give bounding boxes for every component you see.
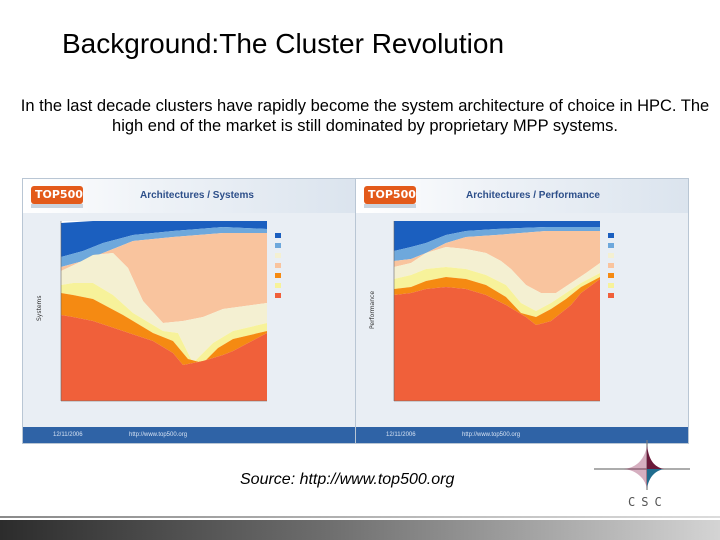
chart-legend xyxy=(275,233,281,298)
chart-header: TOP500 Architectures / Systems xyxy=(23,179,355,213)
stacked-area-plot: Systems xyxy=(36,221,281,402)
area-mpp xyxy=(394,279,600,401)
footer-divider xyxy=(0,516,720,518)
chart-legend xyxy=(608,233,614,298)
slide-subtitle: In the last decade clusters have rapidly… xyxy=(20,97,710,135)
y-axis-label: Systems xyxy=(36,296,43,322)
area-single-processor xyxy=(61,253,267,363)
area-constellations xyxy=(394,231,600,293)
area-constellations xyxy=(61,233,267,323)
area-smp xyxy=(394,267,600,317)
chart-header: TOP500 Architectures / Performance xyxy=(356,179,688,213)
area-other xyxy=(61,221,267,257)
top500-logo-tagline xyxy=(364,204,416,208)
area-simd xyxy=(394,227,600,261)
y-axis-label: Performance xyxy=(369,291,376,329)
footer-url: http://www.top500.org xyxy=(129,432,188,438)
footer-date: 12/11/2006 xyxy=(53,432,83,438)
csc-logo xyxy=(594,440,690,490)
footer-bar xyxy=(0,520,720,540)
csc-logo-text: CSC xyxy=(628,495,668,509)
chart-title: Architectures / Systems xyxy=(140,190,254,201)
area-single-processor xyxy=(394,247,600,311)
architectures-performance-chart: TOP500 Architectures / Performance Perfo… xyxy=(355,178,689,444)
footer-url: http://www.top500.org xyxy=(462,432,521,438)
top500-logo: TOP500 xyxy=(364,186,416,204)
source-citation: Source: http://www.top500.org xyxy=(240,471,455,488)
area-cluster xyxy=(394,277,600,325)
area-simd xyxy=(61,227,267,267)
top500-logo: TOP500 xyxy=(31,186,83,204)
area-smp xyxy=(61,283,267,363)
chart-footer: 12/11/2006 http://www.top500.org xyxy=(23,427,355,443)
area-other xyxy=(394,221,600,251)
area-mpp xyxy=(61,315,267,401)
slide-title: Background:The Cluster Revolution xyxy=(62,28,505,59)
area-cluster xyxy=(61,293,267,365)
footer-date: 12/11/2006 xyxy=(386,432,416,438)
stacked-area-plot: Performance xyxy=(369,221,614,402)
architectures-systems-chart: TOP500 Architectures / Systems Systems xyxy=(22,178,356,444)
chart-title: Architectures / Performance xyxy=(466,190,600,201)
top500-logo-tagline xyxy=(31,204,83,208)
chart-footer: 12/11/2006 http://www.top500.org xyxy=(356,427,688,443)
